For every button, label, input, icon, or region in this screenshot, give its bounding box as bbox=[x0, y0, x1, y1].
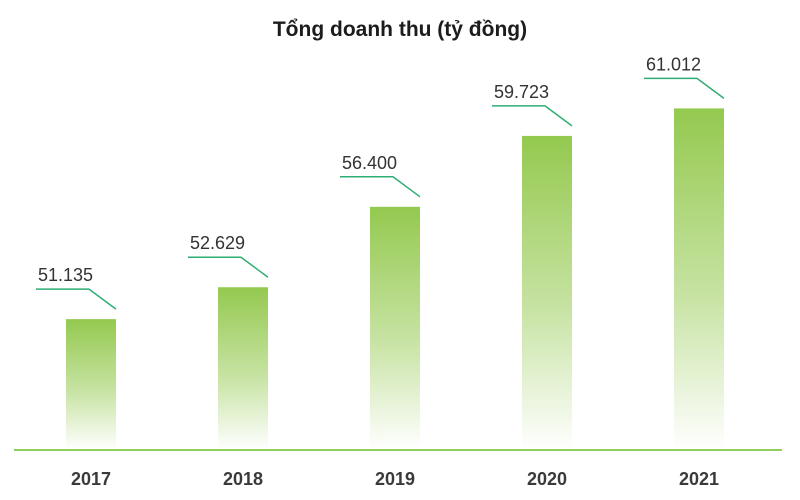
bar-2020 bbox=[522, 135, 572, 450]
leader-line-2020 bbox=[492, 105, 573, 127]
value-label-2021: 61.012 bbox=[646, 54, 701, 74]
leader-line-2017 bbox=[36, 288, 117, 310]
value-label-2018: 52.629 bbox=[190, 233, 245, 253]
bar-2021 bbox=[674, 108, 724, 450]
x-tick-labels-layer: 2017 2018 2019 2020 2021 bbox=[71, 469, 719, 489]
value-label-2017: 51.135 bbox=[38, 265, 93, 285]
leader-line-2018 bbox=[188, 256, 269, 278]
value-labels-layer: 51.135 52.629 56.400 59.723 61.012 bbox=[38, 54, 701, 285]
bars-layer bbox=[66, 108, 724, 450]
leader-line-2019 bbox=[340, 176, 421, 198]
x-tick-2021: 2021 bbox=[679, 469, 719, 489]
bar-2019 bbox=[370, 206, 420, 450]
value-label-2019: 56.400 bbox=[342, 153, 397, 173]
bar-2018 bbox=[218, 287, 268, 450]
value-label-2020: 59.723 bbox=[494, 82, 549, 102]
x-tick-2020: 2020 bbox=[527, 469, 567, 489]
leader-lines-layer bbox=[36, 77, 725, 310]
bar-2017 bbox=[66, 319, 116, 450]
x-tick-2019: 2019 bbox=[375, 469, 415, 489]
leader-line-2021 bbox=[644, 77, 725, 100]
x-tick-2017: 2017 bbox=[71, 469, 111, 489]
chart-title: Tổng doanh thu (tỷ đồng) bbox=[272, 18, 528, 41]
x-tick-2018: 2018 bbox=[223, 469, 263, 489]
